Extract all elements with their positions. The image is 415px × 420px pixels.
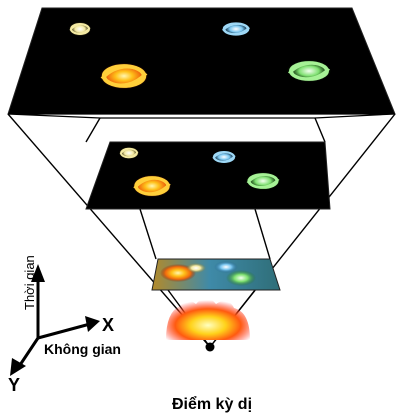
panel-large (7, 7, 396, 119)
panel-small (151, 258, 281, 291)
galaxy-blue (211, 150, 237, 164)
y-axis-label: Thời gian (22, 255, 37, 310)
galaxy-green (246, 172, 280, 190)
galaxy-orange (100, 63, 148, 89)
axes-indicator (10, 264, 100, 376)
galaxy-green (287, 60, 331, 82)
galaxy-yellow (119, 147, 139, 159)
x-axis-label: Không gian (44, 341, 121, 357)
galaxy-yellow (69, 22, 91, 36)
galaxy-orange (132, 175, 172, 197)
galaxy-blue (214, 261, 238, 273)
galaxy-green (226, 270, 256, 286)
singularity-label: Điểm kỳ dị (172, 395, 252, 413)
big-bang-glow (166, 298, 250, 340)
panel-medium (85, 141, 331, 210)
x-axis-letter: X (102, 315, 114, 335)
galaxy-blue (221, 22, 251, 36)
galaxy-yellow (186, 263, 206, 273)
singularity-point (205, 342, 215, 352)
y-axis-letter: Y (8, 375, 20, 395)
